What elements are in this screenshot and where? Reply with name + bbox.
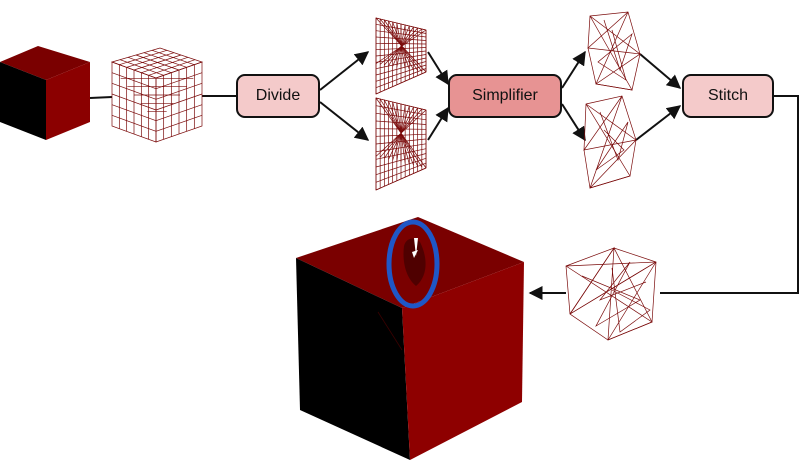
- arrow-part-top-to-stitch: [639, 53, 682, 89]
- arrow-simplifier-to-part-bottom: [561, 103, 586, 142]
- link-cube-to-wireframe: [89, 96, 113, 99]
- arrow-simplifier-to-part-top: [561, 50, 586, 89]
- simplifier-node: Simplifier: [448, 74, 562, 118]
- stitch-node: Stitch: [682, 74, 774, 118]
- connectors: [89, 50, 799, 300]
- divided-half-top: [375, 17, 427, 95]
- final-cube: [296, 217, 524, 460]
- stitching-artifact: [403, 238, 426, 286]
- divide-node: Divide: [236, 74, 320, 118]
- divided-half-bottom: [375, 97, 427, 191]
- arrow-divide-to-half-top: [319, 51, 370, 91]
- arrow-half-top-to-simplifier: [427, 51, 449, 86]
- simplified-part-bottom: [583, 95, 637, 189]
- arrow-divide-to-half-bottom: [319, 101, 370, 141]
- arrow-part-bottom-to-stitch: [635, 105, 682, 141]
- simplified-part-top: [587, 11, 642, 91]
- stitched-mesh: [565, 246, 657, 341]
- divide-label: Divide: [255, 87, 301, 104]
- stitch-label: Stitch: [707, 87, 748, 104]
- arrow-half-bottom-to-simplifier: [427, 106, 449, 141]
- simplifier-label: Simplifier: [472, 87, 538, 104]
- link-stitch-to-result: [660, 95, 799, 294]
- wireframe-cube: [110, 47, 204, 143]
- artifact-highlight-ring: [386, 219, 440, 309]
- input-cube: [0, 46, 90, 140]
